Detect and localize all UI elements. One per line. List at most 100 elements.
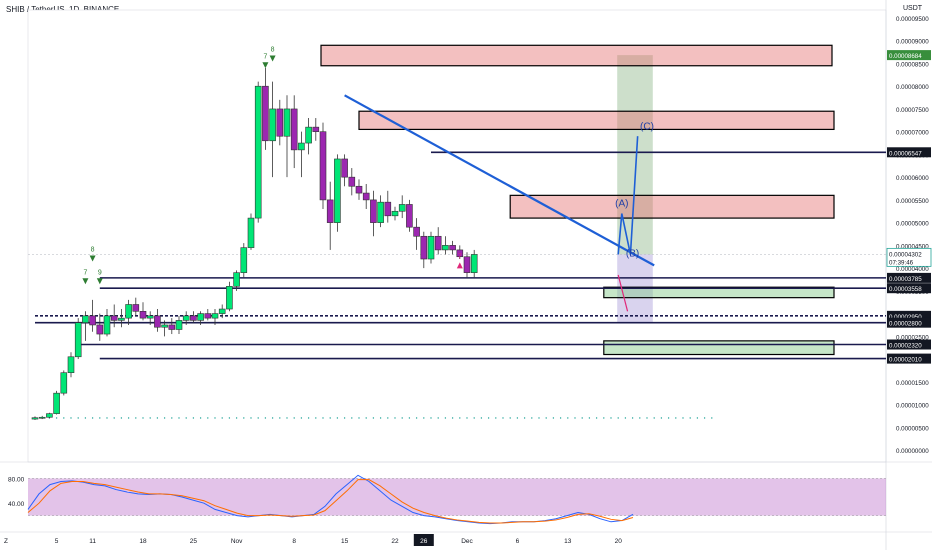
dot-marker [365,417,367,419]
candle-body [31,417,39,420]
time-label: 13 [564,538,572,545]
elliott-wave-path [617,136,639,255]
symbol-header: SHIB / TetherUS, 1D, BINANCE [6,5,120,14]
candle-body [298,142,305,151]
price-tick-label: 0.00000000 [896,448,929,455]
dot-marker [77,417,79,419]
dot-marker [178,417,180,419]
dot-marker [437,417,439,419]
time-label: 5 [55,538,59,545]
time-label-highlight: 26 [420,538,428,545]
dot-marker [459,417,461,419]
price-tick-label: 0.00001500 [896,380,929,387]
candle-body [362,192,370,201]
dot-marker [423,417,425,419]
dot-marker [135,417,137,419]
price-label: 0.00002320 [889,343,922,350]
candle-body [197,313,204,321]
dot-marker [639,417,641,419]
candle-body [341,158,348,178]
dot-marker [516,417,519,419]
dot-marker [84,417,87,419]
candle-body [262,85,269,142]
td-count-label: 7 [458,253,462,260]
oscillator-upper-label: 80.00 [8,476,25,483]
candle-body [326,199,334,223]
dot-marker [243,417,245,419]
candle-body [269,108,276,142]
dot-marker [703,417,706,419]
price-label-box [887,310,931,321]
td-arrow [269,55,276,62]
candle-body [312,126,320,132]
candle-body [420,235,428,260]
supply-zone [358,110,835,131]
candle-body [355,185,363,194]
dot-marker [142,417,144,419]
dot-marker [495,417,497,419]
price-label-box [887,339,931,350]
candle-body [391,210,399,217]
dot-marker [221,417,223,419]
td-arrow [262,62,269,69]
dot-marker [322,417,324,419]
dot-marker [480,417,483,419]
price-label-box [887,283,931,294]
candle-body [175,320,183,330]
candle-body [413,226,420,237]
candle-body [190,315,197,321]
dot-marker [509,417,511,419]
candle-body [377,201,384,223]
dot-marker [264,417,267,419]
dot-marker [214,417,216,419]
dot-marker [689,417,691,419]
dot-marker [55,417,58,419]
candle-body [319,131,327,201]
dot-marker [70,417,72,419]
price-unit: USDT [903,5,923,12]
candle-body [384,201,392,217]
candle-body [132,304,140,312]
price-tick-label: 0.00005500 [896,198,929,205]
dot-marker [343,417,346,419]
candle-body [233,272,240,287]
countdown-label: 07:39:46 [889,259,914,266]
dot-marker [588,417,591,419]
candle-body [226,285,233,310]
candle-body [168,324,176,330]
price-label: 0.00002800 [889,321,922,328]
candle-body [283,108,291,137]
candle-body [305,126,312,144]
candle-body [470,254,478,273]
target-price-label: 0.00008684 [889,53,922,60]
oscillator-band [28,478,886,516]
dot-marker [271,417,274,419]
dot-marker [257,417,259,419]
td-count-label: 9 [98,269,102,276]
price-label-box [887,317,931,328]
candle-body [53,392,60,414]
price-label: 0.00002010 [889,357,922,364]
target-price-box [887,50,931,61]
price-tick-label: 0.00009000 [896,39,929,46]
dot-marker [567,417,569,419]
dot-marker [466,417,468,419]
dot-marker [451,417,454,419]
dot-marker [307,417,310,419]
price-tick-label: 0.00008500 [896,61,929,68]
candle-body [434,235,442,251]
price-tick-label: 0.00008000 [896,84,929,91]
current-price-label: 0.00004302 [889,251,922,258]
candle-body [110,315,118,321]
dot-marker [336,417,339,419]
dot-marker [120,417,123,419]
td-arrow [456,262,463,269]
dot-marker [286,417,288,419]
dot-marker [127,417,130,419]
dot-marker [315,417,317,419]
supply-zone [509,194,835,219]
candle-body [334,158,341,223]
dot-marker [696,417,699,419]
